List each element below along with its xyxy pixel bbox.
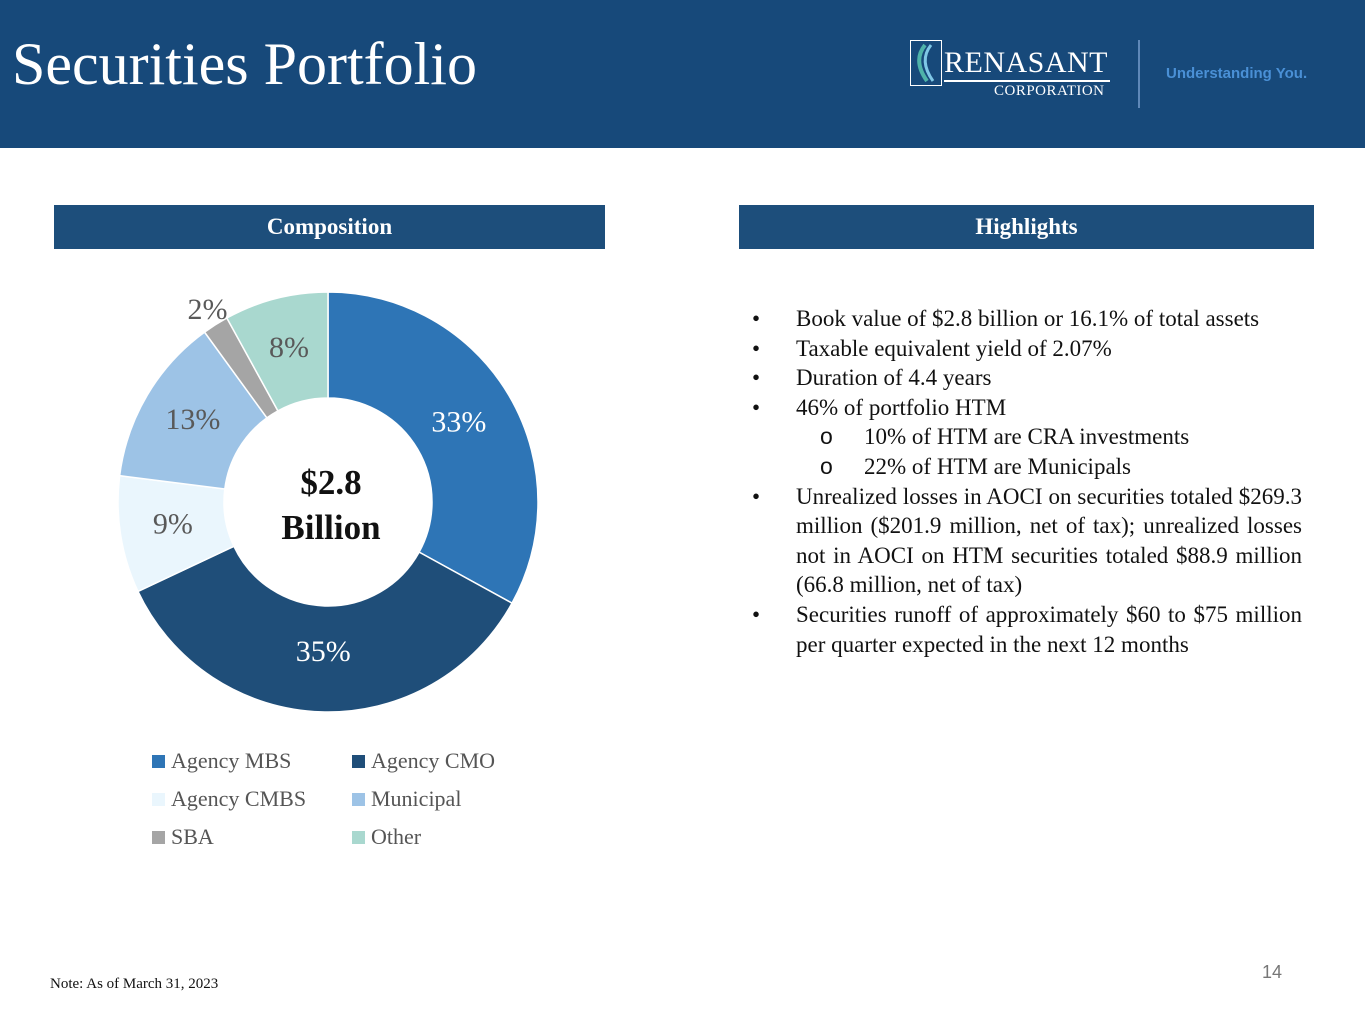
legend-swatch	[352, 830, 365, 844]
composition-header: Composition	[54, 205, 605, 249]
legend-item: SBA	[152, 824, 214, 850]
logo-subtitle: CORPORATION	[994, 83, 1105, 99]
legend-swatch	[352, 792, 365, 806]
donut-slice-agency-cmo	[136, 545, 514, 713]
bullet-icon: •	[752, 601, 761, 627]
legend-item: Agency MBS	[152, 748, 291, 774]
donut-slice-agency-mbs	[327, 291, 539, 605]
center-unit: Billion	[281, 508, 381, 547]
donut-center-label: $2.8 Billion	[226, 460, 436, 550]
bullet-icon: •	[752, 394, 761, 420]
data-label: 33%	[431, 406, 486, 439]
legend-label: Agency CMBS	[171, 786, 307, 811]
page-title: Securities Portfolio	[12, 31, 477, 97]
highlight-item: • Book value of $2.8 billion or 16.1% of …	[752, 304, 1302, 334]
legend-label: Municipal	[371, 786, 462, 811]
highlight-sub-item: o 22% of HTM are Municipals	[752, 452, 1302, 482]
legend-label: Agency MBS	[171, 748, 292, 773]
composition-donut-chart: 33% 35% 9% 13% 2% 8%	[117, 291, 539, 713]
title-bar: Securities Portfolio RENASANT CORPORATIO…	[0, 0, 1365, 148]
highlight-item: • Taxable equivalent yield of 2.07%	[752, 334, 1302, 364]
logo-rule	[944, 80, 1110, 82]
data-label: 13%	[165, 403, 220, 436]
highlight-item: • 46% of portfolio HTM	[752, 393, 1302, 423]
sub-bullet-icon: o	[820, 452, 833, 479]
data-label: 2%	[187, 293, 227, 326]
data-label: 35%	[296, 635, 351, 668]
legend-swatch	[152, 830, 165, 844]
legend-item: Municipal	[352, 786, 461, 812]
data-label: 9%	[153, 507, 193, 540]
donut-slice-municipal	[118, 331, 268, 490]
legend-label: Agency CMO	[371, 748, 496, 773]
highlight-item: • Duration of 4.4 years	[752, 363, 1302, 393]
bullet-icon: •	[752, 365, 761, 391]
legend-swatch	[352, 754, 365, 768]
highlights-list: • Book value of $2.8 billion or 16.1% of …	[752, 304, 1302, 659]
sub-bullet-icon: o	[820, 423, 833, 450]
legend-item: Other	[352, 824, 421, 850]
legend-label: Other	[371, 824, 422, 849]
highlight-item: • Securities runoff of approximately $60 …	[752, 601, 1302, 657]
logo-tagline: Understanding You.	[1166, 65, 1308, 82]
page-number: 14	[1262, 962, 1283, 982]
bullet-icon: •	[752, 335, 761, 361]
company-logo: RENASANT CORPORATION Understanding You.	[910, 38, 1330, 110]
legend-item: Agency CMO	[352, 748, 495, 774]
legend-label: SBA	[171, 824, 214, 849]
highlights-header: Highlights	[739, 205, 1314, 249]
logo-name: RENASANT	[944, 46, 1109, 79]
center-amount: $2.8	[300, 463, 362, 502]
legend-swatch	[152, 754, 165, 768]
donut-slice-other	[225, 291, 329, 412]
highlight-item: • Unrealized losses in AOCI on securities…	[752, 483, 1302, 598]
data-label: 8%	[269, 331, 309, 364]
legend-swatch	[152, 792, 165, 806]
legend-item: Agency CMBS	[152, 786, 306, 812]
bullet-icon: •	[752, 483, 761, 509]
footnote: Note: As of March 31, 2023	[50, 976, 219, 992]
highlight-sub-item: o 10% of HTM are CRA investments	[752, 422, 1302, 452]
logo-emblem-icon	[910, 40, 942, 86]
logo-divider	[1138, 40, 1140, 108]
bullet-icon: •	[752, 306, 761, 331]
